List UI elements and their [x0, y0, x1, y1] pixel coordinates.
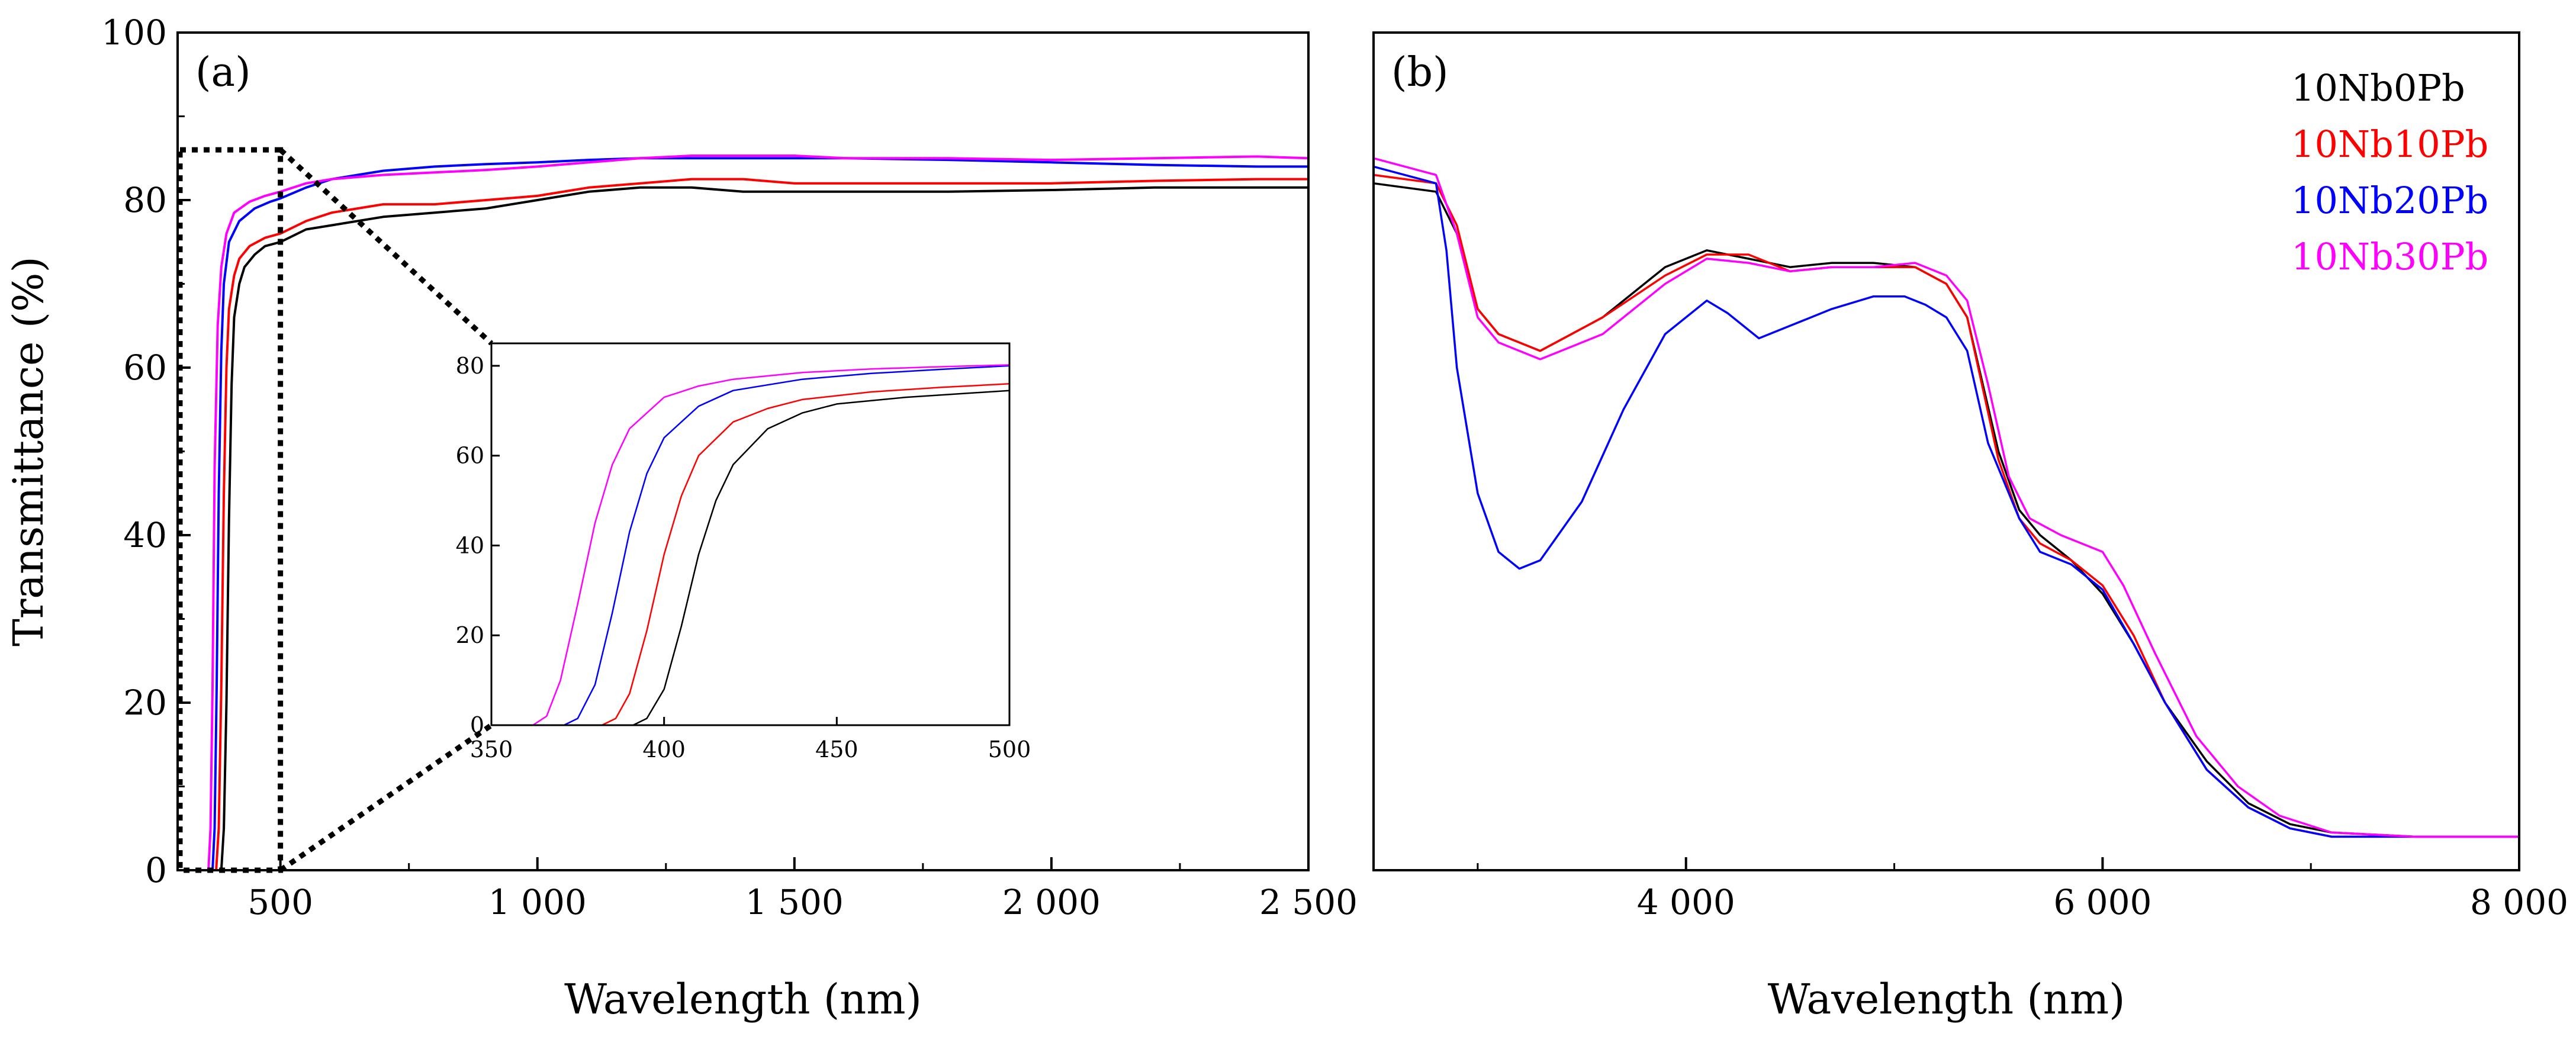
inset-y-tick-label: 80	[456, 353, 484, 379]
zoom-box	[177, 147, 284, 873]
x-axis-label: Wavelength (nm)	[564, 975, 922, 1024]
legend-entry: 10Nb0Pb	[2291, 66, 2465, 110]
x-tick-label: 6 000	[2053, 882, 2152, 922]
panel-a-inset: 0 20 40 60 80 350 400 450 500	[456, 342, 1031, 762]
panel-b: 4 000 6 000 8 000 Wavelength (nm) (b) 10Nb0Pb…	[1372, 31, 2568, 1024]
x-tick-label: 2 500	[1259, 882, 1358, 922]
x-tick-label: 1 000	[488, 882, 587, 922]
panel-label: (a)	[195, 49, 251, 96]
legend-entry: 10Nb10Pb	[2291, 123, 2488, 166]
series-line-10Nb10Pb	[178, 178, 1308, 871]
panel-label: (b)	[1391, 49, 1449, 96]
x-tick-label: 1 500	[745, 882, 844, 922]
zoom-connector-top	[278, 147, 494, 346]
legend-entry: 10Nb30Pb	[2291, 235, 2488, 278]
series-line-10Nb30Pb	[491, 364, 1010, 726]
panel-b-frame	[1372, 31, 2520, 871]
series-line-10Nb0Pb	[1373, 182, 2519, 838]
zoom-connector-bottom	[279, 723, 493, 873]
series-line-10Nb30Pb	[178, 155, 1309, 871]
y-tick-label: 20	[123, 683, 167, 723]
series-line-10Nb20Pb	[491, 365, 1010, 726]
y-tick-label: 60	[123, 347, 167, 388]
inset-x-tick-label: 350	[470, 736, 513, 762]
x-tick-label: 4 000	[1637, 882, 1735, 922]
y-axis-label: Transmittance (%)	[4, 256, 53, 646]
inset-y-tick-label: 20	[456, 622, 484, 648]
legend-entry: 10Nb20Pb	[2291, 179, 2488, 222]
y-tick-label: 40	[123, 515, 167, 555]
y-tick-label: 80	[123, 180, 167, 220]
x-axis-label: Wavelength (nm)	[1768, 975, 2125, 1024]
series-line-10Nb10Pb	[491, 383, 1010, 726]
inset-frame	[490, 342, 1011, 726]
inset-x-tick-label: 500	[988, 736, 1031, 762]
y-tick-label: 0	[145, 850, 167, 890]
inset-background	[491, 343, 1009, 725]
inset-x-tick-label: 400	[642, 736, 686, 762]
series-line-10Nb0Pb	[491, 390, 1010, 726]
x-tick-label: 2 000	[1002, 882, 1101, 922]
series-line-10Nb20Pb	[1373, 165, 2519, 838]
inset-y-tick-label: 0	[470, 712, 484, 738]
series-line-10Nb0Pb	[178, 186, 1308, 871]
panel-a: 0 20 40 60 80 100 500 1 000 1 500 2 000 2 500 Wavel…	[4, 12, 1358, 1024]
inset-y-tick-label: 40	[456, 532, 484, 558]
inset-x-tick-label: 450	[815, 736, 858, 762]
y-tick-label: 100	[101, 12, 167, 53]
x-tick-label: 500	[247, 882, 313, 922]
x-tick-label: 8 000	[2470, 882, 2568, 922]
inset-y-tick-label: 60	[456, 443, 484, 469]
series-line-10Nb30Pb	[1373, 157, 2519, 838]
